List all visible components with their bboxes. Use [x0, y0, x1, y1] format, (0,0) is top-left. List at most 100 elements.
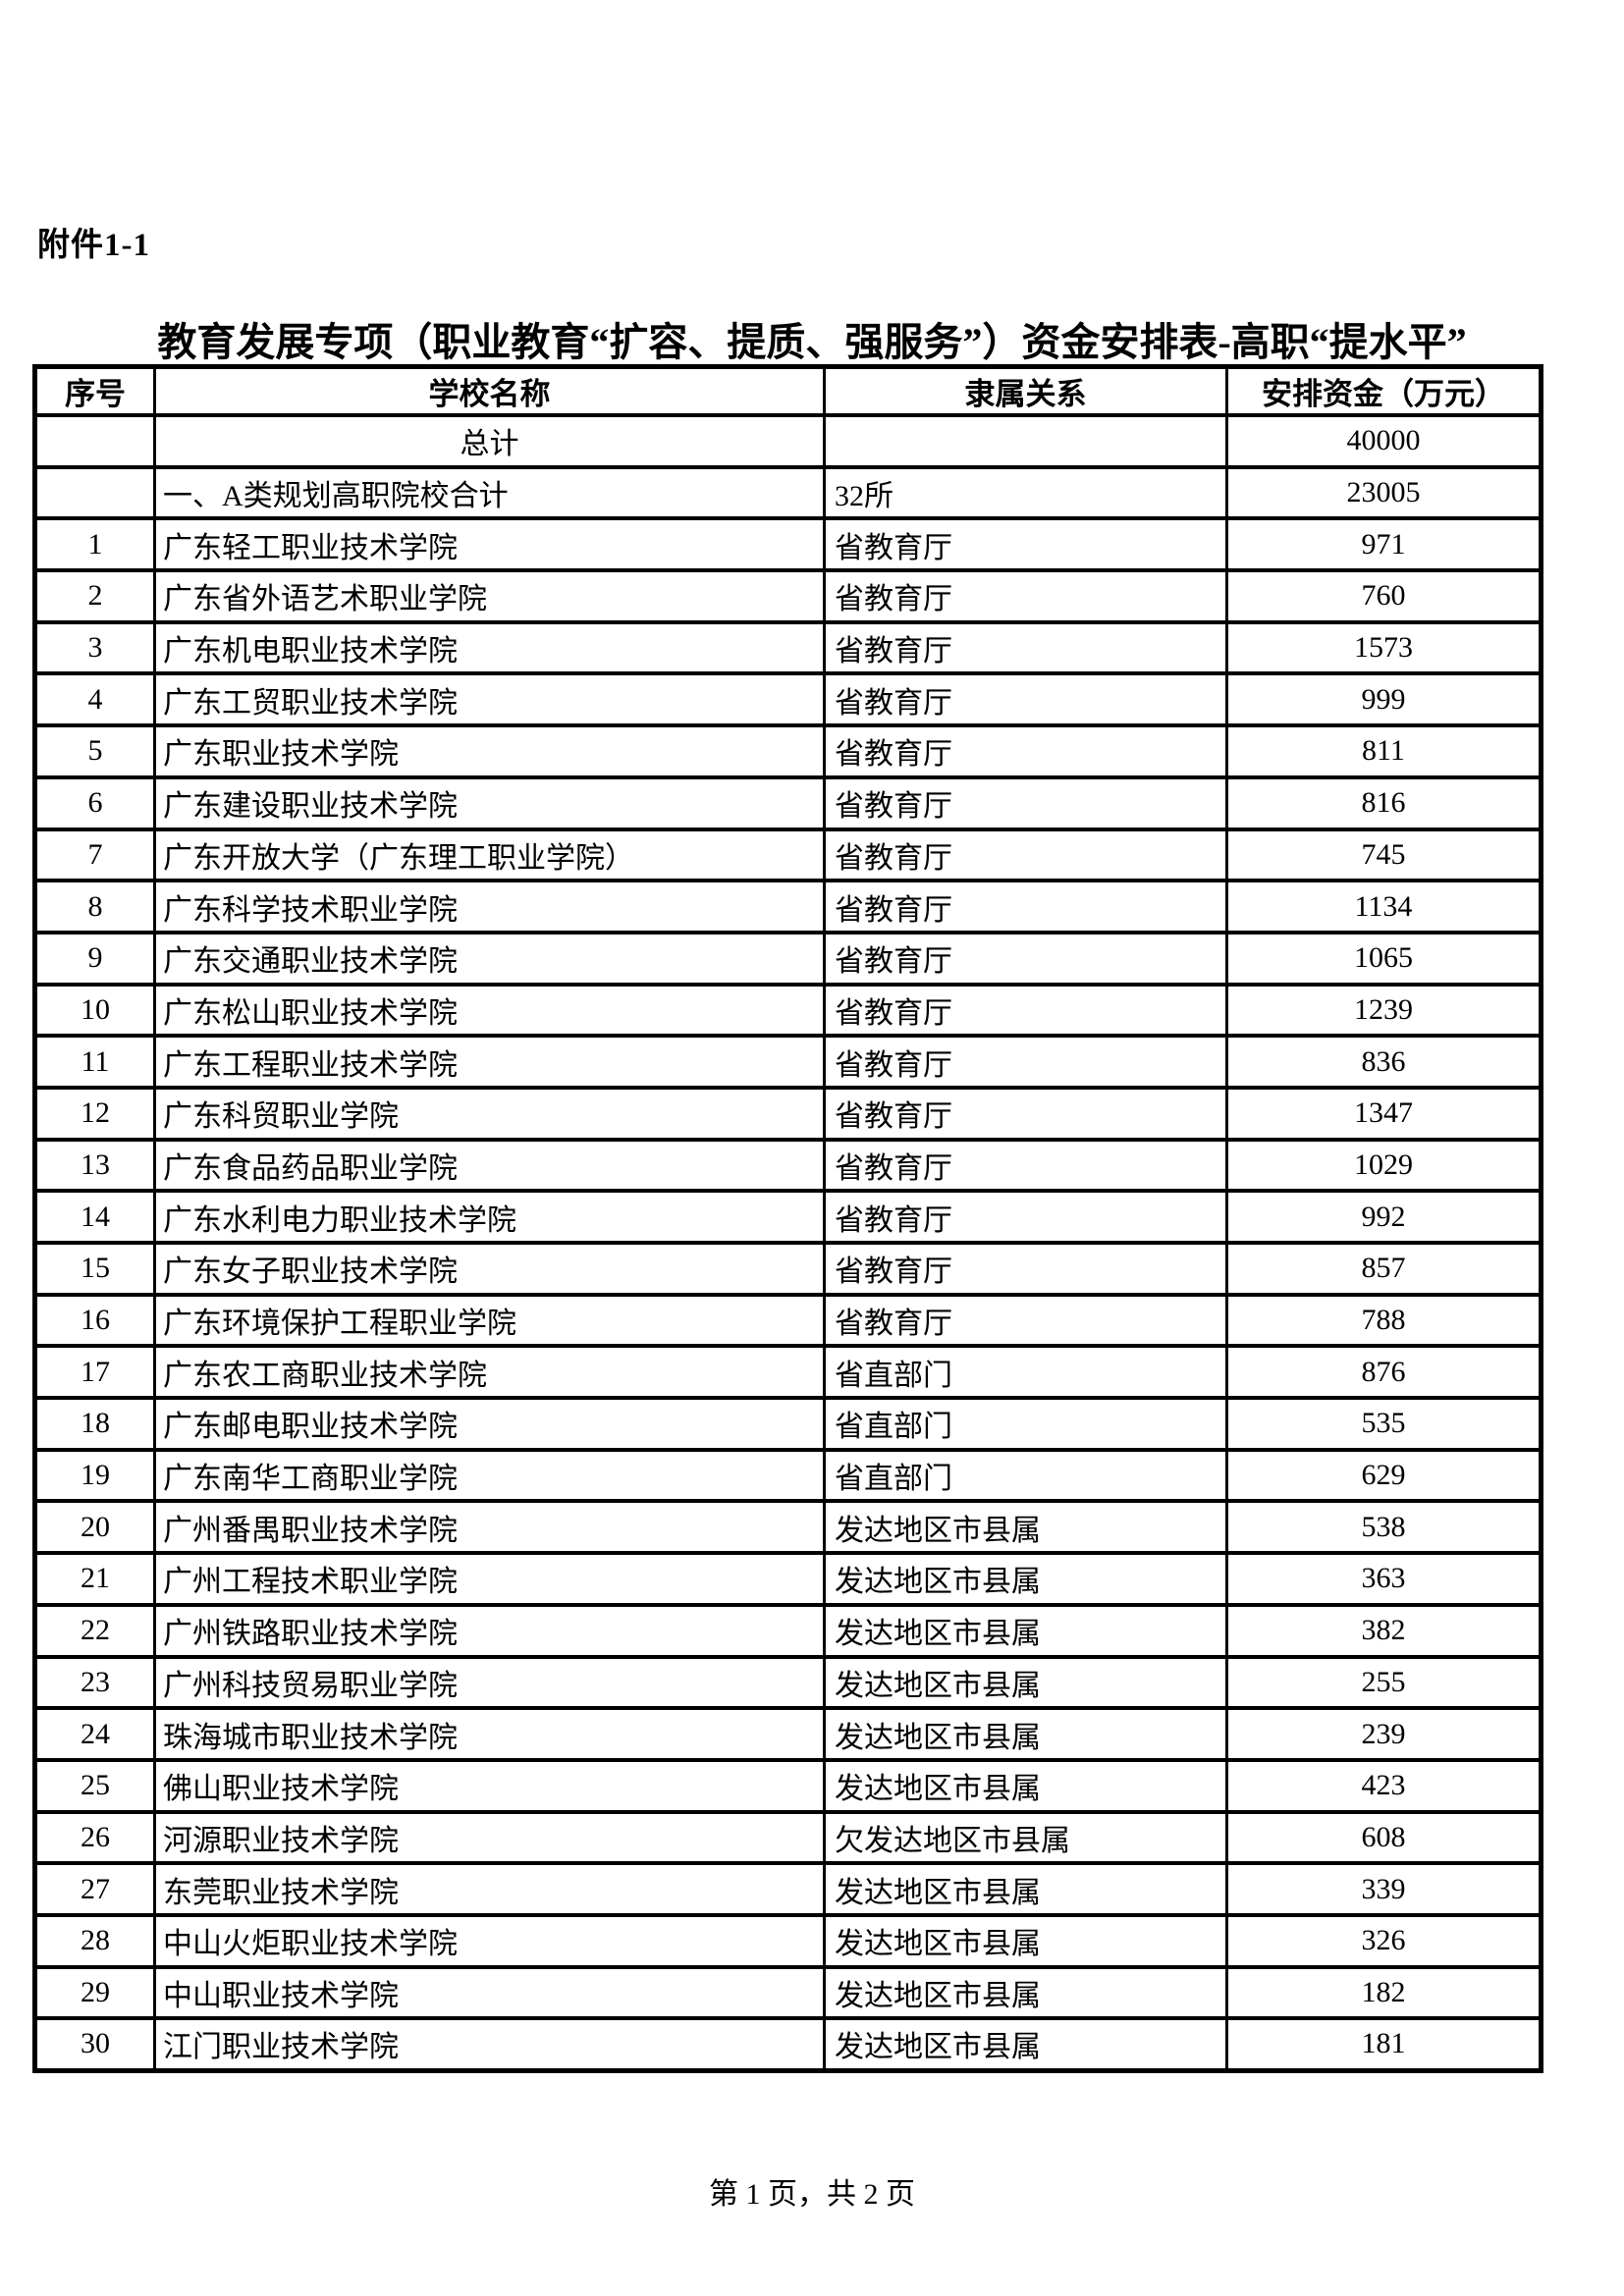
cell-index: 9	[33, 930, 156, 987]
table-row: 1 广东轻工职业技术学院 省教育厅 971	[33, 516, 1543, 573]
cell-school-name: 广东食品药品职业学院	[153, 1137, 826, 1194]
cell-affiliation: 省直部门	[823, 1344, 1228, 1401]
cell-index: 2	[33, 568, 156, 624]
table-row: 23 广州科技贸易职业学院 发达地区市县属 255	[33, 1654, 1543, 1711]
cell-affiliation: 发达地区市县属	[823, 1912, 1228, 1969]
table-row: 27 东莞职业技术学院 发达地区市县属 339	[33, 1861, 1543, 1917]
cell-index: 14	[33, 1189, 156, 1245]
table-row: 2 广东省外语艺术职业学院 省教育厅 760	[33, 568, 1543, 624]
cell-amount: 23005	[1225, 464, 1543, 521]
cell-index: 16	[33, 1292, 156, 1349]
cell-affiliation: 发达地区市县属	[823, 1757, 1228, 1814]
cell-amount: 538	[1225, 1499, 1543, 1556]
cell-amount: 1134	[1225, 879, 1543, 934]
cell-affiliation: 省教育厅	[823, 723, 1228, 779]
cell-index: 18	[33, 1396, 156, 1452]
cell-amount: 1347	[1225, 1085, 1543, 1142]
cell-affiliation	[823, 413, 1228, 469]
cell-index: 27	[33, 1861, 156, 1917]
cell-index: 8	[33, 879, 156, 934]
table-row: 总计 40000	[33, 413, 1543, 469]
cell-amount: 629	[1225, 1447, 1543, 1504]
cell-amount: 811	[1225, 723, 1543, 779]
table-row: 20 广州番禺职业技术学院 发达地区市县属 538	[33, 1499, 1543, 1556]
cell-amount: 40000	[1225, 413, 1543, 469]
cell-affiliation: 省教育厅	[823, 1034, 1228, 1090]
cell-school-name: 广东工贸职业技术学院	[153, 671, 826, 728]
cell-school-name: 广东工程职业技术学院	[153, 1034, 826, 1090]
table-row: 15 广东女子职业技术学院 省教育厅 857	[33, 1241, 1543, 1297]
cell-affiliation: 发达地区市县属	[823, 1964, 1228, 2021]
cell-index: 23	[33, 1654, 156, 1711]
cell-school-name: 总计	[153, 413, 826, 469]
cell-school-name: 广州工程技术职业学院	[153, 1551, 826, 1607]
cell-index: 11	[33, 1034, 156, 1090]
cell-school-name: 广东女子职业技术学院	[153, 1241, 826, 1297]
cell-affiliation: 发达地区市县属	[823, 1602, 1228, 1659]
cell-school-name: 东莞职业技术学院	[153, 1861, 826, 1917]
cell-amount: 992	[1225, 1189, 1543, 1245]
cell-index: 7	[33, 827, 156, 883]
cell-index: 4	[33, 671, 156, 728]
cell-index: 6	[33, 774, 156, 831]
col-header-index: 序号	[33, 364, 156, 417]
cell-affiliation: 省教育厅	[823, 1241, 1228, 1297]
cell-index: 20	[33, 1499, 156, 1556]
table-row: 24 珠海城市职业技术学院 发达地区市县属 239	[33, 1706, 1543, 1762]
cell-index: 19	[33, 1447, 156, 1504]
cell-school-name: 广东松山职业技术学院	[153, 982, 826, 1039]
table-header-row: 序号 学校名称 隶属关系 安排资金（万元）	[33, 364, 1543, 417]
table-row: 21 广州工程技术职业学院 发达地区市县属 363	[33, 1551, 1543, 1607]
cell-amount: 363	[1225, 1551, 1543, 1607]
table-row: 26 河源职业技术学院 欠发达地区市县属 608	[33, 1809, 1543, 1866]
cell-index: 17	[33, 1344, 156, 1401]
cell-school-name: 广东环境保护工程职业学院	[153, 1292, 826, 1349]
cell-affiliation: 省教育厅	[823, 619, 1228, 676]
cell-amount: 788	[1225, 1292, 1543, 1349]
cell-school-name: 广州铁路职业技术学院	[153, 1602, 826, 1659]
table-row: 28 中山火炬职业技术学院 发达地区市县属 326	[33, 1912, 1543, 1969]
table-row: 12 广东科贸职业学院 省教育厅 1347	[33, 1085, 1543, 1142]
table-row: 5 广东职业技术学院 省教育厅 811	[33, 723, 1543, 779]
cell-affiliation: 发达地区市县属	[823, 1499, 1228, 1556]
cell-amount: 255	[1225, 1654, 1543, 1711]
cell-affiliation: 发达地区市县属	[823, 1551, 1228, 1607]
cell-amount: 816	[1225, 774, 1543, 831]
cell-amount: 745	[1225, 827, 1543, 883]
col-header-affiliation: 隶属关系	[823, 364, 1228, 417]
cell-index: 13	[33, 1137, 156, 1194]
cell-school-name: 广东建设职业技术学院	[153, 774, 826, 831]
cell-amount: 760	[1225, 568, 1543, 624]
cell-amount: 971	[1225, 516, 1543, 573]
cell-amount: 182	[1225, 1964, 1543, 2021]
cell-school-name: 广东科贸职业学院	[153, 1085, 826, 1142]
cell-school-name: 广东科学技术职业学院	[153, 879, 826, 934]
cell-affiliation: 省教育厅	[823, 1137, 1228, 1194]
cell-school-name: 广东轻工职业技术学院	[153, 516, 826, 573]
cell-amount: 181	[1225, 2016, 1543, 2072]
cell-index: 21	[33, 1551, 156, 1607]
table-row: 10 广东松山职业技术学院 省教育厅 1239	[33, 982, 1543, 1039]
table-row: 9 广东交通职业技术学院 省教育厅 1065	[33, 930, 1543, 987]
cell-affiliation: 省教育厅	[823, 827, 1228, 883]
cell-index: 10	[33, 982, 156, 1039]
cell-index: 1	[33, 516, 156, 573]
cell-index: 15	[33, 1241, 156, 1297]
cell-affiliation: 省教育厅	[823, 879, 1228, 934]
cell-school-name: 广东水利电力职业技术学院	[153, 1189, 826, 1245]
cell-affiliation: 省教育厅	[823, 671, 1228, 728]
cell-amount: 836	[1225, 1034, 1543, 1090]
attachment-label: 附件1-1	[37, 228, 150, 263]
cell-amount: 1029	[1225, 1137, 1543, 1194]
cell-affiliation: 省教育厅	[823, 982, 1228, 1039]
cell-school-name: 广州番禺职业技术学院	[153, 1499, 826, 1556]
cell-school-name: 佛山职业技术学院	[153, 1757, 826, 1814]
cell-affiliation: 省教育厅	[823, 568, 1228, 624]
cell-school-name: 广东职业技术学院	[153, 723, 826, 779]
cell-school-name: 一、A类规划高职院校合计	[153, 464, 826, 521]
cell-index: 22	[33, 1602, 156, 1659]
table-row: 16 广东环境保护工程职业学院 省教育厅 788	[33, 1292, 1543, 1349]
cell-amount: 239	[1225, 1706, 1543, 1762]
cell-amount: 382	[1225, 1602, 1543, 1659]
